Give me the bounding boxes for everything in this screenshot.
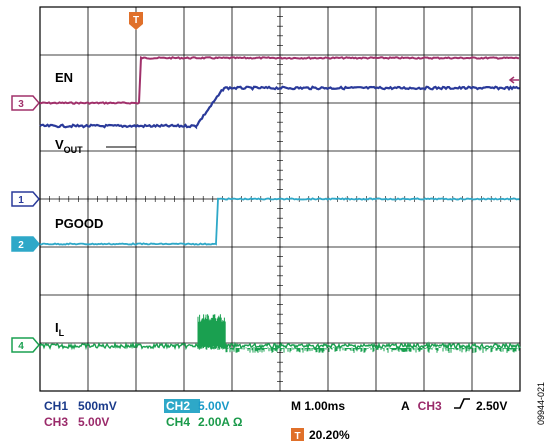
- trigger-position-marker: T: [129, 12, 143, 30]
- trigger-readout: A CH3: [401, 399, 442, 413]
- ch1-readout: CH1 500mV: [44, 399, 117, 413]
- vout-trace: [39, 85, 520, 130]
- ch2-readout: CH2 5.00V: [166, 399, 229, 413]
- en-label: EN: [55, 70, 73, 85]
- ch4-marker: 4: [11, 337, 40, 353]
- timebase-readout: M 1.00ms: [291, 399, 345, 413]
- pgood-label: PGOOD: [55, 216, 103, 231]
- ch3-marker: 3: [11, 95, 40, 111]
- trigger-level-readout: 2.50V: [476, 399, 507, 413]
- ch1-marker: 1: [11, 191, 40, 207]
- svg-text:1: 1: [18, 195, 24, 206]
- svg-text:4: 4: [18, 341, 24, 352]
- ch4-readout: CH4 2.00A Ω: [166, 415, 243, 429]
- trigger-position-readout: 20.20%: [309, 428, 350, 442]
- ch2-name-highlight: [164, 399, 200, 413]
- svg-text:T: T: [133, 15, 139, 26]
- ch3-readout: CH3 5.00V: [44, 415, 109, 429]
- trigger-position-icon: T: [291, 428, 304, 442]
- graticule-minor-ticks: [39, 6, 511, 382]
- il-trace-spike: [197, 314, 521, 353]
- settings-readout: CH1 500mV CH3 5.00V CH2 5.00V CH4 2.00A Ω M …: [44, 398, 507, 442]
- pgood-trace: [39, 197, 520, 246]
- vout-label: VOUT: [55, 137, 83, 155]
- svg-text:3: 3: [18, 99, 24, 110]
- en-trace: [39, 56, 520, 105]
- left-arrow-icon: [508, 76, 519, 84]
- svg-text:T: T: [294, 431, 300, 442]
- ch2-marker: 2: [11, 236, 40, 252]
- il-label: IL: [55, 320, 65, 338]
- svg-text:2: 2: [18, 240, 24, 251]
- rising-edge-icon: [454, 398, 470, 409]
- figure-id: 09944-021: [536, 382, 546, 425]
